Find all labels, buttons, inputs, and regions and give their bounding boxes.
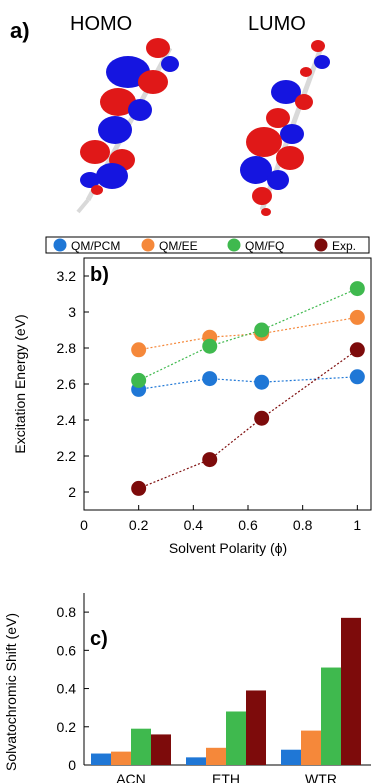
panel-c-bar-qm-ee-wtr: [301, 730, 321, 765]
legend-marker-qm-fq: [227, 238, 241, 252]
orbital-lobe-negative: [314, 55, 330, 69]
panel-c-label: c): [90, 628, 108, 650]
orbital-lobe-positive: [91, 185, 103, 195]
orbital-lobe-negative: [96, 163, 128, 189]
legend-marker-qm-ee: [141, 238, 155, 252]
orbital-lobe-negative: [267, 170, 289, 190]
orbital-lobe-negative: [128, 99, 152, 121]
lumo-title: LUMO: [248, 13, 306, 35]
panel-c-bar-qm-ee-acn: [111, 751, 131, 765]
legend-label-qm-ee: QM/EE: [159, 239, 198, 253]
orbital-lobe-positive: [138, 70, 168, 94]
panel-c-bar-qm-pcm-wtr: [281, 749, 301, 765]
panel-b-point-qm-ee: [131, 342, 147, 358]
orbital-lobe-negative: [271, 80, 301, 104]
panel-b-x-axis-label: Solvent Polarity (ϕ): [169, 540, 287, 556]
panel-b-y-tick-label: 2.2: [57, 448, 77, 464]
panel-b-point-qm-pcm: [202, 371, 218, 387]
panel-b-y-tick-label: 2.6: [57, 376, 77, 392]
panel-b-point-qm-pcm: [349, 369, 365, 385]
panel-b-series-line-exp: [138, 349, 358, 489]
orbital-lobe-positive: [311, 40, 325, 52]
panel-c-bar-qm-fq-wtr: [321, 667, 341, 765]
panel-b-x-tick-label: 0.2: [129, 517, 149, 533]
panel-b-chart: b) Excitation Energy (eV) Solvent Polari…: [12, 257, 372, 556]
panel-c-bar-qm-pcm-acn: [91, 753, 111, 765]
panel-b-y-tick-label: 2.4: [57, 412, 77, 428]
panel-a-label: a): [10, 18, 30, 43]
panel-c-bar-exp-acn: [151, 734, 171, 765]
legend: QM/PCM QM/EE QM/FQ Exp.: [45, 236, 370, 254]
panel-b-x-tick-label: 0.4: [184, 517, 204, 533]
panel-b-point-exp: [254, 410, 270, 426]
orbital-lobe-positive: [266, 108, 290, 128]
orbital-lobe-positive: [146, 38, 170, 58]
panel-b-series-line-qm-ee: [138, 316, 358, 351]
orbital-lobe-positive: [295, 94, 313, 110]
legend-label-qm-fq: QM/FQ: [245, 239, 284, 253]
panel-b-x-tick-label: 0.8: [293, 517, 313, 533]
panel-c-bar-exp-wtr: [341, 617, 361, 765]
panel-c-category-label: WTR: [305, 771, 337, 783]
legend-label-exp: Exp.: [332, 239, 356, 253]
orbital-lobe-positive: [252, 187, 272, 205]
panel-c-y-tick-label: 0: [68, 757, 76, 773]
panel-b-point-exp: [202, 452, 218, 468]
panel-b-point-qm-fq: [254, 322, 270, 338]
panel-b-y-tick-label: 3.2: [57, 268, 77, 284]
panel-c-y-tick-label: 0.6: [57, 642, 77, 658]
panel-b-point-qm-pcm: [254, 374, 270, 390]
legend-frame: [45, 236, 370, 254]
panel-a: a) HOMO LUMO: [10, 13, 330, 216]
panel-c-bar-qm-ee-eth: [206, 747, 226, 765]
panel-b-point-qm-fq: [202, 338, 218, 354]
orbital-lobe-positive: [261, 208, 271, 216]
orbital-lobe-positive: [246, 127, 282, 157]
panel-b-y-tick-label: 2: [68, 484, 76, 500]
panel-b-series-line-qm-pcm: [138, 376, 358, 390]
orbital-lobe-negative: [161, 56, 179, 72]
panel-b-point-exp: [349, 342, 365, 358]
panel-b-point-exp: [131, 480, 147, 496]
panel-b-plot-frame: [83, 257, 372, 511]
orbital-lobe-positive: [80, 140, 110, 164]
panel-b-point-qm-fq: [349, 281, 365, 297]
homo-title: HOMO: [70, 13, 132, 35]
legend-marker-qm-pcm: [53, 238, 67, 252]
orbital-lobe-negative: [80, 172, 100, 188]
legend-label-qm-pcm: QM/PCM: [71, 239, 120, 253]
panel-c-bar-qm-fq-eth: [226, 711, 246, 765]
panel-b-point-qm-fq: [131, 372, 147, 388]
panel-b-label: b): [90, 264, 109, 286]
panel-c-chart: c) Solvatochromic Shift (eV) 0 0.2 0.4 0.6 0…: [3, 593, 371, 783]
panel-c-category-label: ACN: [116, 771, 146, 783]
panel-b-series-line-qm-fq: [138, 288, 358, 381]
panel-c-y-axis-label: Solvatochromic Shift (eV): [3, 613, 19, 771]
molecule-bond: [76, 198, 90, 214]
orbital-lobe-positive: [300, 67, 312, 77]
orbital-lobe-negative: [240, 156, 272, 184]
panel-c-y-tick-label: 0.4: [57, 681, 77, 697]
panel-b-y-axis-label: Excitation Energy (eV): [12, 314, 28, 453]
lumo-orbital-image: [240, 40, 330, 216]
orbital-lobe-positive: [100, 88, 136, 116]
orbital-lobe-positive: [276, 146, 304, 170]
legend-marker-exp: [314, 238, 328, 252]
panel-b-x-tick-label: 0: [80, 517, 88, 533]
panel-b-x-tick-label: 1: [353, 517, 361, 533]
panel-c-bar-exp-eth: [246, 690, 266, 765]
panel-c-y-tick-label: 0.2: [57, 719, 77, 735]
panel-b-x-tick-label: 0.6: [238, 517, 258, 533]
panel-c-category-label: ETH: [212, 771, 240, 783]
panel-c-bar-qm-pcm-eth: [186, 757, 206, 765]
panel-c-bar-qm-fq-acn: [131, 728, 151, 765]
orbital-lobe-negative: [280, 124, 304, 144]
panel-c-y-tick-label: 0.8: [57, 604, 77, 620]
panel-b-point-qm-ee: [349, 309, 365, 325]
panel-b-y-tick-label: 2.8: [57, 340, 77, 356]
panel-b-y-tick-label: 3: [68, 304, 76, 320]
homo-orbital-image: [76, 38, 179, 214]
orbital-lobe-negative: [98, 116, 132, 144]
